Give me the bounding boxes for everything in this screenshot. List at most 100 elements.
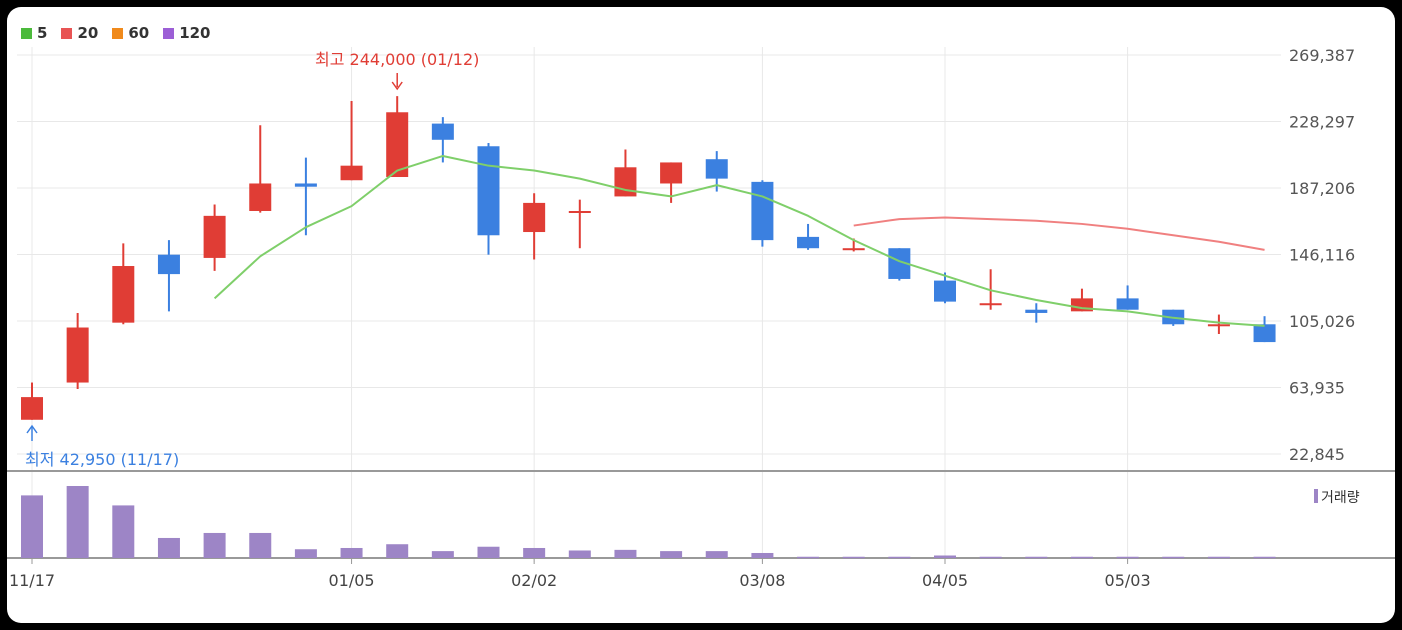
volume-bar: [797, 556, 820, 559]
candle-body: [66, 327, 89, 383]
candles: [21, 96, 1276, 420]
candle: [1207, 314, 1230, 334]
volume-bar: [523, 547, 546, 558]
x-tick-label: 11/17: [9, 571, 55, 590]
candle-body: [340, 165, 363, 181]
y-tick-label: 228,297: [1289, 112, 1355, 131]
volume-bar: [1025, 556, 1048, 559]
y-axis-labels: 269,387 228,297 187,206 146,116 105,026 63,93…: [1289, 46, 1355, 464]
ma20-line: [853, 216, 1265, 251]
candle-body: [249, 183, 272, 211]
volume-bar: [340, 547, 363, 558]
candle: [340, 100, 363, 181]
volume-bar: [477, 546, 500, 558]
candle: [934, 272, 956, 304]
high-arrow-head-icon: [391, 81, 403, 91]
y-tick-label: 146,116: [1289, 246, 1355, 265]
volume-bar: [568, 550, 591, 558]
x-tick-label: 05/03: [1105, 571, 1151, 590]
candle-body: [1207, 324, 1230, 327]
legend-label-5: 5: [37, 24, 48, 42]
volume-bar: [66, 486, 89, 558]
candle: [294, 157, 317, 236]
volume-bars: 거래량: [21, 486, 1360, 559]
volume-bar: [112, 505, 135, 558]
volume-bar: [751, 552, 774, 558]
legend-item-60[interactable]: 60: [112, 24, 149, 42]
legend-item-20[interactable]: 20: [61, 24, 98, 42]
candle-body: [934, 280, 956, 302]
volume-bar: [934, 555, 956, 558]
candle-body: [386, 112, 409, 178]
x-tick-label: 04/05: [922, 571, 968, 590]
candle: [431, 117, 454, 163]
y-tick-label: 269,387: [1289, 46, 1355, 65]
volume-bar: [888, 556, 911, 559]
candle-body: [431, 123, 454, 140]
candle-body: [614, 167, 637, 197]
y-tick-label: 22,845: [1289, 445, 1345, 464]
volume-bar: [660, 551, 683, 558]
legend-item-5[interactable]: 5: [21, 24, 47, 42]
volume-bar: [1162, 556, 1185, 559]
legend-item-120[interactable]: 120: [163, 24, 211, 42]
high-price-annotation: 최고 244,000 (01/12): [315, 50, 479, 69]
legend-label-20: 20: [77, 24, 99, 42]
candle: [888, 248, 911, 281]
legend-swatch-60: [112, 27, 124, 39]
candle-body: [1253, 324, 1276, 343]
candle-body: [1116, 298, 1139, 310]
legend-swatch-20: [61, 27, 73, 39]
legend-label-60: 60: [128, 24, 150, 42]
x-tick-label: 03/08: [739, 571, 785, 590]
stock-chart-panel: 5 20 60 120 269,387 228,297 187,206 146,116…: [7, 7, 1395, 623]
y-tick-label: 105,026: [1289, 312, 1355, 331]
candle-body: [1025, 309, 1048, 313]
candlestick-chart: 269,387 228,297 187,206 146,116 105,026 63,93…: [7, 46, 1395, 590]
volume-bar: [1207, 556, 1230, 559]
candle-body: [751, 181, 774, 241]
candle: [112, 243, 135, 325]
candle-body: [797, 236, 820, 249]
volume-bar: [705, 551, 728, 558]
candle-body: [294, 183, 317, 187]
candle-body: [21, 397, 43, 420]
volume-bar: [614, 549, 637, 558]
candle: [157, 240, 180, 312]
candle-body: [705, 159, 728, 179]
x-axis-labels: 11/17 01/05 02/02 03/08 04/05 05/03: [9, 558, 1151, 590]
candle: [1116, 285, 1139, 310]
x-tick-label: 01/05: [328, 571, 374, 590]
chart-legend: 5 20 60 120: [21, 24, 211, 42]
grid-lines: [7, 47, 1395, 562]
volume-bar: [157, 537, 180, 558]
annotations: 최고 244,000 (01/12) 최저 42,950 (11/17): [25, 50, 479, 469]
ma5-line: [213, 154, 1265, 327]
candle: [523, 193, 546, 260]
candle: [477, 143, 500, 255]
candle-body: [979, 303, 1002, 306]
candle: [1025, 303, 1048, 323]
volume-bar: [1253, 556, 1276, 559]
legend-swatch-5: [21, 27, 32, 39]
volume-legend-label: 거래량: [1321, 490, 1360, 506]
volume-bar: [386, 544, 409, 558]
candle-body: [477, 146, 500, 236]
legend-swatch-120: [163, 27, 175, 39]
moving-average-lines: [213, 154, 1265, 327]
candle-body: [523, 202, 546, 233]
candle: [751, 180, 774, 247]
volume-bar: [294, 549, 317, 558]
candle-body: [157, 254, 180, 275]
candle-body: [203, 215, 226, 258]
volume-bar: [203, 532, 226, 558]
volume-bar: [249, 532, 272, 558]
candle: [66, 312, 89, 390]
candle-body: [660, 162, 683, 184]
candle: [797, 223, 820, 250]
volume-bar: [842, 556, 865, 559]
legend-label-120: 120: [179, 24, 211, 42]
volume-bar: [979, 556, 1002, 559]
candle: [203, 204, 226, 271]
candle-body: [112, 266, 135, 323]
